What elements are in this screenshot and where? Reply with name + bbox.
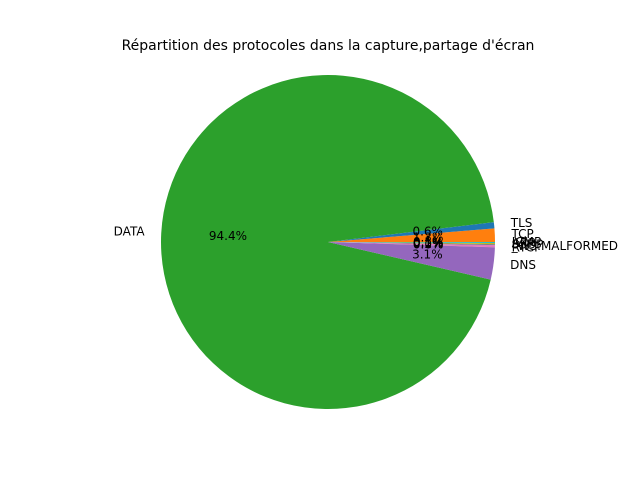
pie-labels: TCP 1.3% TLS 0.6% DATA 94.4% DNS 3.1% RTCP 0.0% _W… — [114, 216, 618, 272]
pie-slice-data — [160, 74, 494, 409]
slice-label-0: TCP — [511, 227, 534, 241]
slice-label-6: SSDP — [512, 237, 544, 251]
chart-title: Répartition des protocoles dans la captu… — [122, 38, 535, 54]
pie-slice-ws-malformed — [328, 242, 495, 248]
slice-label-3: DNS — [510, 258, 536, 272]
pie-slice-icmp — [328, 242, 495, 244]
slice-pct-label-4: 0.0% — [413, 238, 444, 252]
slice-pct-label-7: 0.1% — [413, 235, 444, 249]
slice-pct-label-5: 0.2% — [413, 237, 444, 251]
pie-slice-tcp — [328, 228, 496, 242]
slice-pct-label-0: 1.3% — [413, 230, 444, 244]
slice-label-7: ARP — [512, 236, 536, 250]
slice-label-4: RTCP — [512, 240, 542, 254]
slice-label-5: _WS.MALFORMED — [511, 239, 618, 253]
slice-label-8: ICMP — [512, 235, 542, 249]
pie-slice-dns — [328, 242, 495, 280]
pie-slice-ssdp — [328, 242, 495, 246]
pie-slice-rtcp — [328, 242, 495, 248]
slice-label-1: TLS — [510, 216, 533, 230]
slice-pct-label-2: 94.4% — [209, 229, 247, 243]
slice-pct-label-3: 3.1% — [412, 247, 443, 261]
pie-slice-arp — [328, 242, 495, 245]
pie-slice-tls — [328, 222, 495, 242]
slice-pct-label-6: 0.1% — [413, 236, 444, 250]
slice-pct-label-8: 0.1% — [413, 235, 444, 249]
pie-slices — [160, 74, 496, 409]
slice-pct-label-1: 0.6% — [412, 224, 443, 238]
slice-label-2: DATA — [114, 225, 146, 239]
